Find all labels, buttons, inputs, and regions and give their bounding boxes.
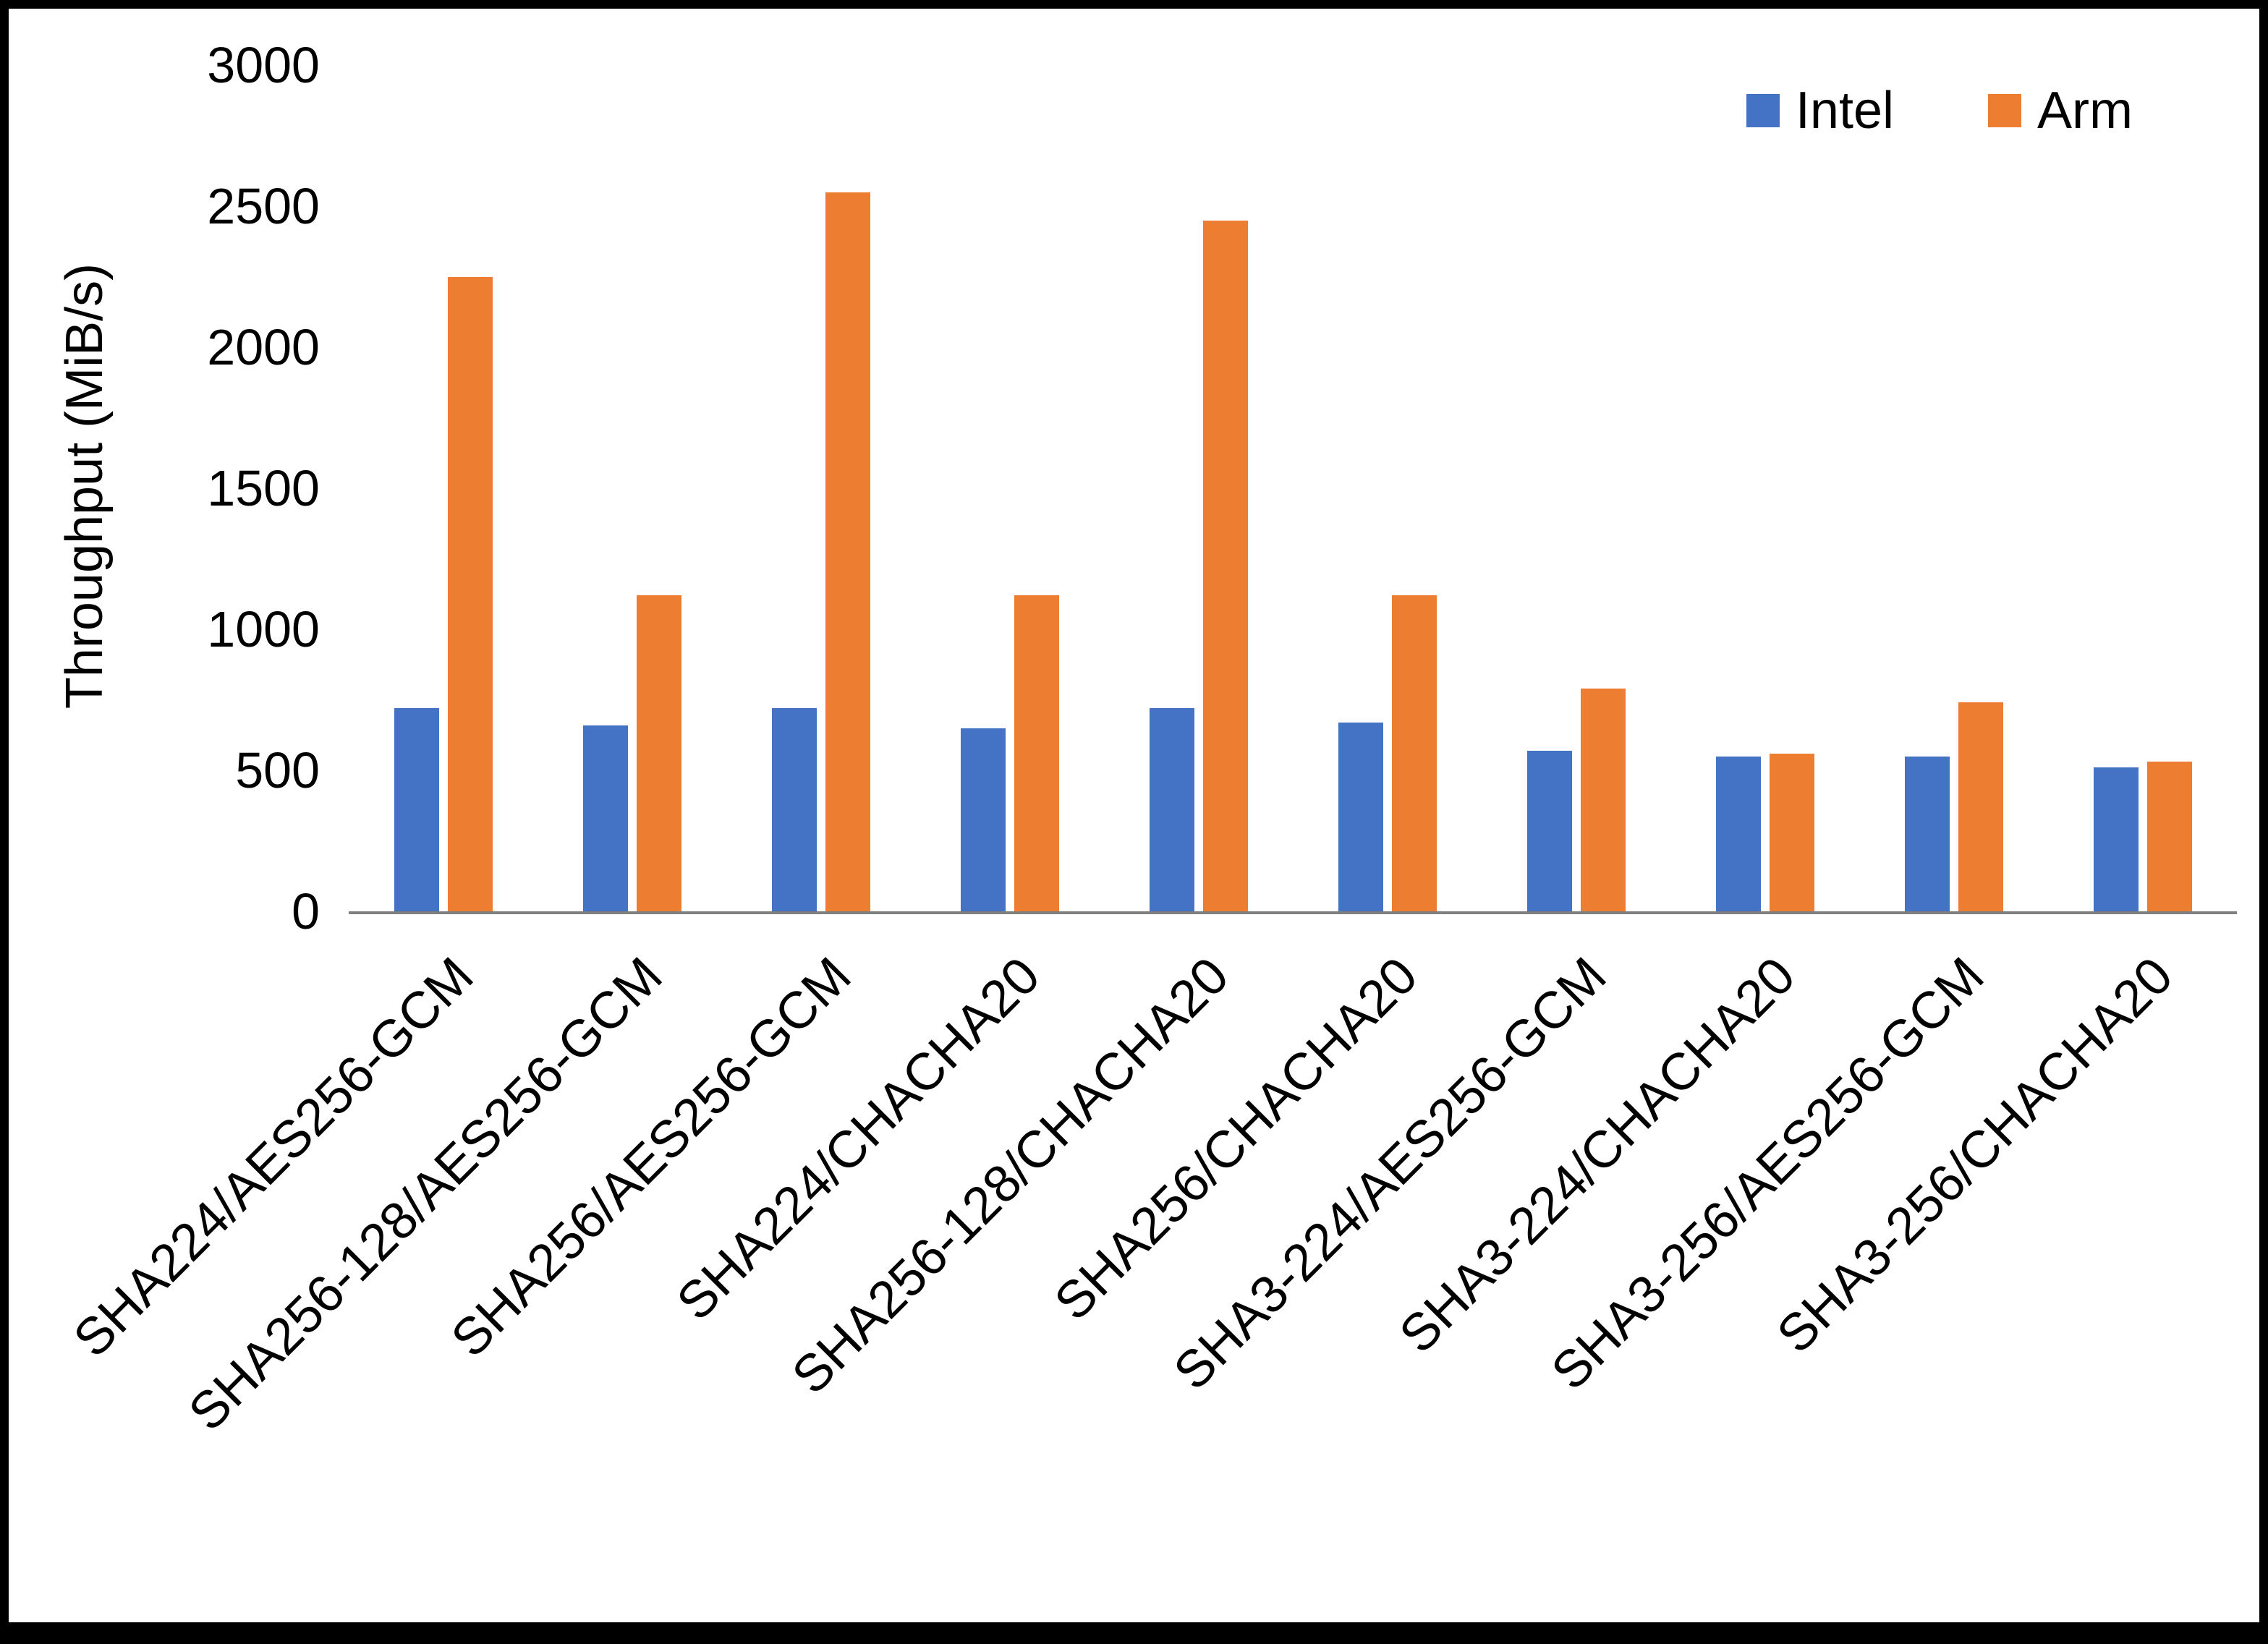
bar-intel	[394, 708, 439, 911]
legend: Intel Arm	[1746, 81, 2133, 140]
category-label: SHA3-256/CHACHA20	[1766, 946, 2184, 1364]
bar-intel	[1904, 756, 1950, 911]
bar-arm	[2146, 762, 2192, 911]
bar-group	[1293, 65, 1482, 911]
bar-arm	[825, 192, 870, 911]
bar-group	[1104, 65, 1293, 911]
intel-series-swatch-icon	[1746, 94, 1780, 127]
y-tick-label: 2000	[207, 319, 320, 375]
bars-layer	[349, 65, 2237, 911]
bar-intel	[1526, 750, 1572, 911]
y-axis-title: Throughput (MiB/s)	[56, 263, 114, 710]
bar-group	[726, 65, 915, 911]
bar-group	[1482, 65, 1670, 911]
y-tick-label: 500	[235, 742, 320, 798]
bar-group	[1670, 65, 1859, 911]
y-tick-label: 0	[292, 883, 320, 940]
y-ticks: 0 500 1000 1500 2000 2500 3000	[110, 37, 320, 940]
bar-intel	[1149, 708, 1194, 911]
bar-group	[1859, 65, 2048, 911]
bar-arm	[1391, 595, 1437, 911]
bar-group	[915, 65, 1104, 911]
category-label: SHA224/CHACHA20	[666, 946, 1051, 1332]
bar-intel	[771, 708, 817, 911]
bar-group	[538, 65, 726, 911]
plot-area	[349, 65, 2237, 914]
y-tick-label: 2500	[207, 178, 320, 234]
bar-arm	[1958, 702, 2003, 911]
y-tick-label: 3000	[207, 37, 320, 93]
bar-arm	[1769, 753, 1814, 911]
category-label: SHA256/CHACHA20	[1043, 946, 1429, 1332]
bar-group	[349, 65, 538, 911]
bar-group	[2048, 65, 2237, 911]
bar-arm	[636, 595, 681, 911]
arm-series-swatch-icon	[1988, 94, 2022, 127]
y-tick-label: 1500	[207, 460, 320, 516]
bar-arm	[1580, 688, 1626, 911]
bar-intel	[2093, 767, 2139, 911]
legend-item-arm: Arm	[1988, 81, 2133, 140]
bar-intel	[1715, 756, 1761, 911]
bar-intel	[1338, 722, 1383, 911]
legend-label-intel: Intel	[1795, 82, 1895, 140]
bar-intel	[960, 728, 1006, 911]
bar-arm	[1202, 220, 1248, 911]
bar-arm	[1014, 595, 1059, 911]
x-labels-layer: SHA224/AES256-GCM SHA256-128/AES256-GCM SH…	[63, 946, 2237, 1622]
bar-intel	[582, 725, 628, 911]
bar-arm	[447, 276, 493, 911]
y-tick-label: 1000	[207, 601, 320, 657]
legend-label-arm: Arm	[2037, 82, 2133, 140]
legend-item-intel: Intel	[1746, 81, 1894, 140]
